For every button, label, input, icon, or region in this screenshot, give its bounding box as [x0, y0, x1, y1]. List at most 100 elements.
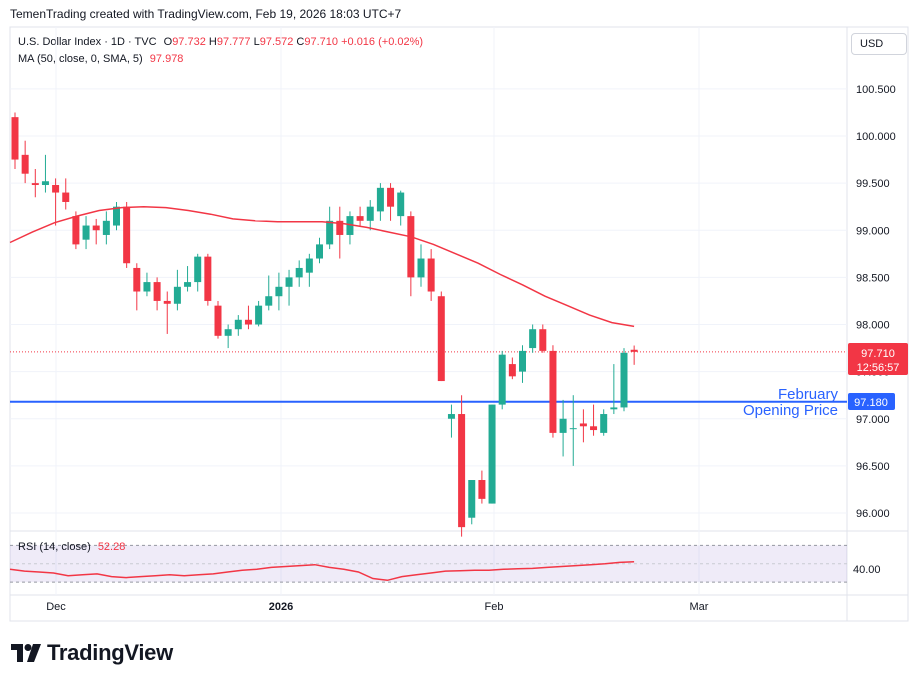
candle-body — [21, 154, 29, 174]
low-label: L — [253, 36, 260, 48]
candle-body — [539, 329, 547, 351]
low-value: 97.572 — [259, 36, 294, 48]
candle-body — [600, 414, 608, 433]
candle-body — [143, 282, 151, 292]
candle-body — [72, 216, 80, 245]
tradingview-logo-icon — [11, 644, 41, 662]
price-tick-label: 99.500 — [856, 178, 890, 190]
candle-body — [620, 352, 628, 408]
time-axis-ticks: Dec 2026 Feb Mar — [46, 601, 709, 613]
rsi-line-group — [9, 560, 635, 582]
candle-body — [478, 480, 486, 499]
rsi-line — [9, 560, 635, 582]
candle-body — [194, 256, 202, 283]
candle-body — [427, 258, 435, 292]
candle-body — [102, 220, 110, 235]
candle-body — [488, 404, 496, 504]
price-tick-label: 97.000 — [856, 414, 890, 426]
close-value: 97.710 — [304, 36, 339, 48]
currency-button[interactable]: USD — [851, 33, 907, 55]
symbol-name: U.S. Dollar Index · 1D · TVC — [18, 36, 157, 48]
price-tick-label: 98.500 — [856, 272, 890, 284]
price-tick-label: 96.500 — [856, 461, 890, 473]
rsi-label: RSI (14, close) — [18, 541, 91, 553]
candle-body — [265, 296, 273, 306]
candle-body — [387, 187, 395, 207]
candle-body — [255, 305, 263, 325]
last-price-tag — [848, 343, 908, 375]
candle-body — [610, 407, 618, 410]
candle-body — [630, 349, 638, 352]
candle-body — [133, 267, 141, 292]
candle-body — [417, 258, 425, 278]
high-value: 97.777 — [216, 36, 251, 48]
candle-body — [316, 244, 323, 259]
candle-body — [92, 225, 100, 231]
ma-legend[interactable]: MA (50, close, 0, SMA, 5) 97.978 — [18, 52, 183, 66]
rsi-legend[interactable]: RSI (14, close) 52.28 — [18, 541, 125, 553]
candle-body — [214, 305, 222, 336]
candle-body — [529, 329, 537, 349]
candle-body — [275, 286, 283, 297]
candle-body — [82, 225, 90, 240]
countdown-text: 12:56:57 — [857, 362, 900, 374]
candle-body — [244, 319, 252, 325]
candle-body — [407, 216, 415, 278]
gridlines — [10, 27, 847, 595]
candle-body — [579, 423, 587, 427]
candle-body — [376, 187, 384, 212]
candle-body — [173, 286, 181, 304]
candle-body — [508, 364, 516, 377]
rsi-axis-tick: 40.00 — [853, 564, 881, 576]
tradingview-logo[interactable]: TradingView — [11, 640, 173, 666]
candle-body — [356, 216, 364, 221]
symbol-legend[interactable]: U.S. Dollar Index · 1D · TVC O97.732 H97… — [18, 35, 423, 49]
annotation-line1: February — [778, 386, 839, 403]
candle-body — [437, 296, 445, 382]
candle-body — [234, 319, 242, 330]
candle-body — [163, 300, 171, 304]
candle-body — [31, 183, 39, 186]
change-value: +0.016 (+0.02%) — [341, 36, 424, 48]
candle-body — [153, 282, 161, 301]
time-tick-label: Dec — [46, 601, 66, 613]
candle-body — [458, 414, 466, 528]
candle-body — [326, 220, 334, 245]
candle-body — [204, 256, 212, 301]
rsi-value: 52.28 — [97, 541, 126, 553]
chart-credit: TemenTrading created with TradingView.co… — [10, 7, 402, 21]
open-value: 97.732 — [172, 36, 206, 48]
candle-body — [123, 206, 131, 264]
candle-body — [11, 117, 19, 160]
high-label: H — [208, 36, 217, 48]
ma-label: MA (50, close, 0, SMA, 5) — [18, 53, 143, 65]
price-tick-label: 100.500 — [856, 84, 896, 96]
candle-body — [468, 480, 476, 518]
candle-body — [224, 329, 232, 336]
candle-body — [498, 354, 506, 405]
time-tick-label: Feb — [485, 601, 504, 613]
open-label: O — [163, 36, 173, 48]
ma-line — [9, 205, 635, 328]
candle-body — [590, 426, 598, 431]
candle-body — [559, 418, 567, 433]
horizontal-levels — [10, 351, 847, 403]
level-price-text: 97.180 — [854, 397, 888, 409]
annotation-line2: Opening Price — [743, 402, 838, 419]
candle-body — [285, 277, 293, 287]
time-tick-label: Mar — [690, 601, 709, 613]
close-label: C — [296, 36, 305, 48]
candle-body — [549, 350, 557, 433]
candle-body — [295, 267, 303, 278]
candle-body — [366, 206, 374, 221]
candle-body — [397, 192, 405, 217]
candle-body — [113, 206, 120, 226]
candle-body — [336, 220, 344, 235]
candlesticks — [11, 112, 638, 537]
candle-body — [52, 185, 60, 193]
price-tick-label: 99.000 — [856, 225, 890, 237]
level-price-tag — [848, 393, 895, 410]
last-price-text: 97.710 — [861, 348, 895, 360]
price-axis-labels: 97.710 12:56:57 97.180 February Opening … — [743, 343, 908, 576]
